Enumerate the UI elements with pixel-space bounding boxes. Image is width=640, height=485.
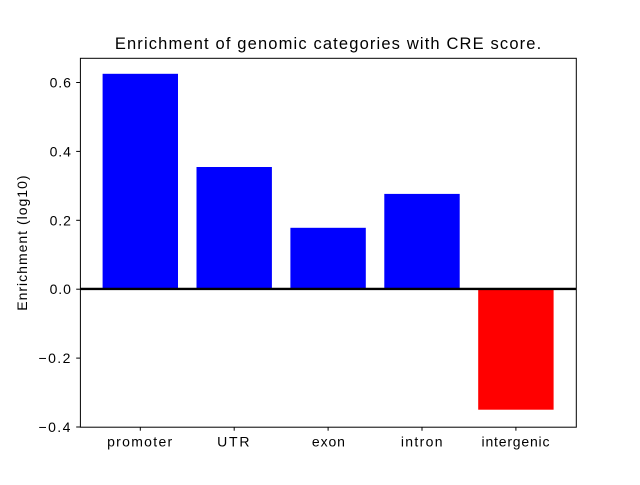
svg-text:promoter: promoter [107, 434, 173, 450]
svg-text:0.0: 0.0 [50, 281, 72, 297]
svg-text:−0.2: −0.2 [39, 350, 72, 366]
svg-text:0.4: 0.4 [50, 143, 72, 159]
svg-text:exon: exon [312, 434, 346, 450]
svg-text:0.2: 0.2 [50, 212, 72, 228]
svg-text:−0.4: −0.4 [39, 419, 72, 435]
svg-text:UTR: UTR [217, 434, 251, 450]
svg-text:intron: intron [401, 434, 444, 450]
svg-text:0.6: 0.6 [50, 75, 72, 91]
svg-text:intergenic: intergenic [482, 434, 551, 450]
svg-text:Enrichment (log10): Enrichment (log10) [14, 174, 30, 310]
svg-text:Enrichment of genomic categori: Enrichment of genomic categories with CR… [115, 35, 543, 53]
